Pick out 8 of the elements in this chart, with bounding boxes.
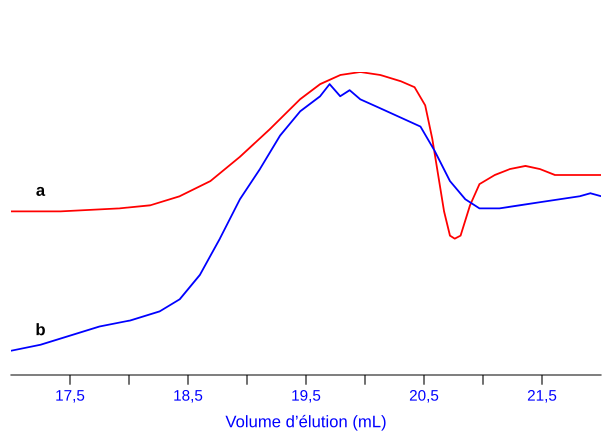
series-label: b — [36, 323, 45, 336]
x-tick-label: 17,5 — [56, 390, 84, 403]
x-tick-label: 19,5 — [292, 390, 320, 403]
x-axis-title: Volume d’élution (mL) — [225, 414, 386, 431]
x-tick-label: 20,5 — [410, 390, 438, 403]
x-tick-label: 21,5 — [528, 390, 556, 403]
x-tick-label: 18,5 — [174, 390, 202, 403]
series-label: a — [36, 186, 46, 196]
